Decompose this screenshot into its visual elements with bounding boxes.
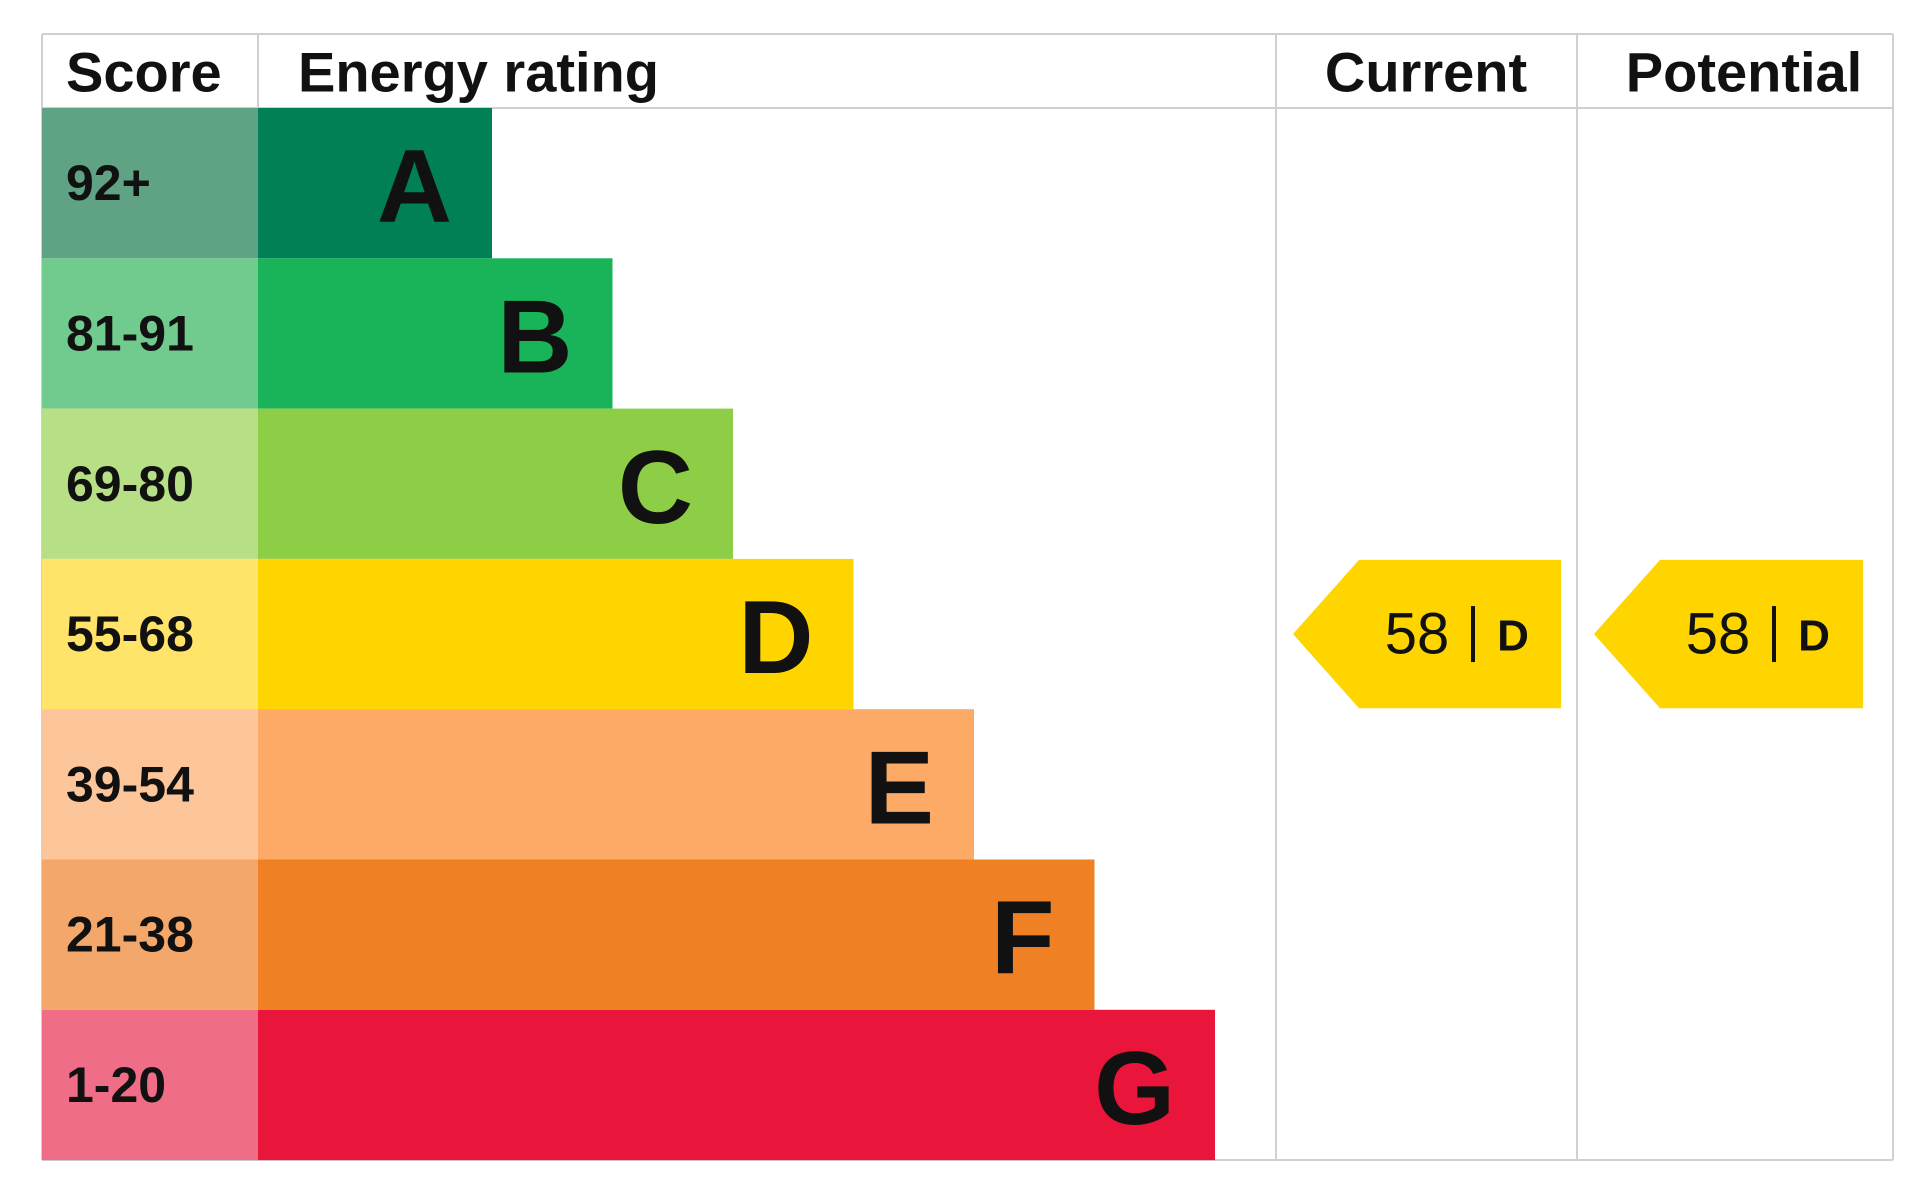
score-cell bbox=[42, 258, 258, 409]
rating-letter: E bbox=[865, 730, 934, 846]
score-range: 81-91 bbox=[66, 305, 194, 361]
score-range: 21-38 bbox=[66, 907, 194, 963]
rating-bar bbox=[258, 108, 492, 259]
current-score: 58 bbox=[1385, 602, 1450, 667]
score-header: Score bbox=[66, 41, 222, 104]
rating-bar bbox=[258, 859, 1095, 1010]
rating-letter: B bbox=[497, 279, 572, 395]
rating-header: Energy rating bbox=[298, 41, 659, 104]
rating-bar bbox=[258, 709, 974, 860]
potential-score: 58 bbox=[1686, 602, 1751, 667]
rating-bar bbox=[258, 1009, 1215, 1161]
current-arrow bbox=[1293, 559, 1561, 709]
score-cell bbox=[42, 108, 258, 259]
score-cell bbox=[42, 558, 258, 710]
score-range: 1-20 bbox=[66, 1057, 166, 1113]
score-range: 39-54 bbox=[66, 756, 194, 812]
score-cell bbox=[42, 1009, 258, 1161]
potential-band: D bbox=[1798, 612, 1830, 661]
score-range: 55-68 bbox=[66, 606, 194, 662]
current-header: Current bbox=[1325, 41, 1527, 104]
potential-header: Potential bbox=[1626, 41, 1862, 104]
rating-letter: C bbox=[618, 430, 693, 546]
rating-letter: G bbox=[1094, 1031, 1175, 1147]
score-cell bbox=[42, 408, 258, 559]
rating-bar bbox=[258, 408, 733, 559]
score-cell bbox=[42, 859, 258, 1010]
rating-bar bbox=[258, 258, 613, 409]
potential-arrow bbox=[1594, 559, 1863, 709]
rating-letter: D bbox=[738, 580, 813, 696]
score-range: 92+ bbox=[66, 155, 151, 211]
rating-bar bbox=[258, 558, 854, 710]
rating-letter: F bbox=[991, 881, 1055, 997]
score-cell bbox=[42, 709, 258, 860]
score-range: 69-80 bbox=[66, 456, 194, 512]
rating-letter: A bbox=[377, 129, 452, 245]
current-band: D bbox=[1497, 612, 1529, 661]
